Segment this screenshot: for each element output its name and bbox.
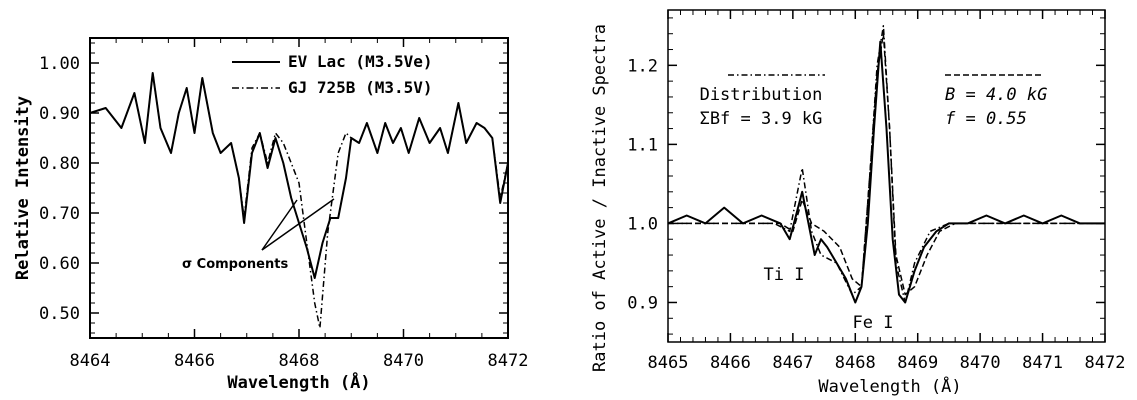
- x-tick-label: 8466: [710, 353, 751, 373]
- ti-i-label: Ti I: [764, 265, 805, 285]
- x-tick-label: 8468: [279, 351, 320, 371]
- x-tick-label: 8466: [174, 351, 215, 371]
- right-plot-frame: [667, 9, 1106, 343]
- y-tick-label: 0.90: [39, 104, 80, 124]
- right-x-tick-labels: 8465 8466 8467 8468 8469 8470 8471 8472: [648, 353, 1126, 373]
- x-tick-label: 8470: [383, 351, 424, 371]
- series-line-0: [89, 72, 509, 279]
- y-tick-label: 0.50: [39, 304, 80, 324]
- y-tick-label: 0.9: [627, 293, 658, 313]
- y-tick-label: 1.0: [627, 214, 658, 234]
- legend-label-b-field: B = 4.0 kG: [945, 85, 1047, 105]
- y-tick-label: 0.70: [39, 204, 80, 224]
- y-tick-label: 0.60: [39, 254, 80, 274]
- left-x-axis-label: Wavelength (Å): [227, 370, 370, 393]
- legend-label-distribution: Distribution: [700, 85, 823, 105]
- y-tick-label: 0.80: [39, 154, 80, 174]
- fe-i-label: Fe I: [853, 313, 894, 333]
- left-legend: EV Lac (M3.5Ve) GJ 725B (M3.5V): [232, 52, 433, 97]
- right-series: [667, 25, 1105, 304]
- sigma-pointer-1: [261, 199, 298, 251]
- left-series: [89, 72, 509, 329]
- y-tick-label: 1.1: [627, 135, 658, 155]
- x-tick-label: 8471: [1022, 353, 1063, 373]
- sigma-components-label: σ Components: [182, 257, 288, 272]
- right-y-axis-label: Ratio of Active / Inactive Spectra: [590, 24, 610, 372]
- series-line-1: [89, 72, 509, 329]
- x-tick-label: 8472: [488, 351, 529, 371]
- legend-label-filling-factor: f = 0.55: [945, 109, 1027, 129]
- x-tick-label: 8464: [70, 351, 111, 371]
- legend-label-gj725b: GJ 725B (M3.5V): [288, 78, 433, 97]
- legend-label-sum-bf: ΣBf = 3.9 kG: [700, 109, 823, 129]
- series-line-1: [668, 25, 1105, 304]
- right-legend: Distribution ΣBf = 3.9 kG B = 4.0 kG f =…: [700, 74, 1047, 129]
- x-tick-label: 8470: [960, 353, 1001, 373]
- x-tick-label: 8472: [1085, 353, 1126, 373]
- series-line-0: [667, 40, 1105, 304]
- right-ticks: [667, 10, 1106, 342]
- x-tick-label: 8468: [835, 353, 876, 373]
- right-panel: 8465 8466 8467 8468 8469 8470 8471 8472 0.9 1.0 1…: [590, 9, 1126, 397]
- left-y-tick-labels: 0.50 0.60 0.70 0.80 0.90 1.00: [39, 54, 80, 324]
- y-tick-label: 1.00: [39, 54, 80, 74]
- left-x-tick-labels: 8464 8466 8468 8470 8472: [70, 351, 529, 371]
- legend-label-ev-lac: EV Lac (M3.5Ve): [288, 52, 433, 71]
- x-tick-label: 8465: [648, 353, 689, 373]
- sigma-annotation: σ Components: [182, 198, 335, 272]
- left-panel: 8464 8466 8468 8470 8472 0.50 0.60 0.70 0.80 0.9…: [13, 37, 529, 393]
- y-tick-label: 1.2: [627, 56, 658, 76]
- series-line-2: [668, 32, 1105, 296]
- left-y-axis-label: Relative Intensity: [13, 96, 33, 280]
- right-y-tick-labels: 0.9 1.0 1.1 1.2: [627, 56, 658, 313]
- left-ticks: [89, 38, 509, 338]
- right-x-axis-label: Wavelength (Å): [818, 375, 961, 397]
- sigma-pointer-2: [261, 198, 335, 251]
- x-tick-label: 8467: [772, 353, 813, 373]
- x-tick-label: 8469: [897, 353, 938, 373]
